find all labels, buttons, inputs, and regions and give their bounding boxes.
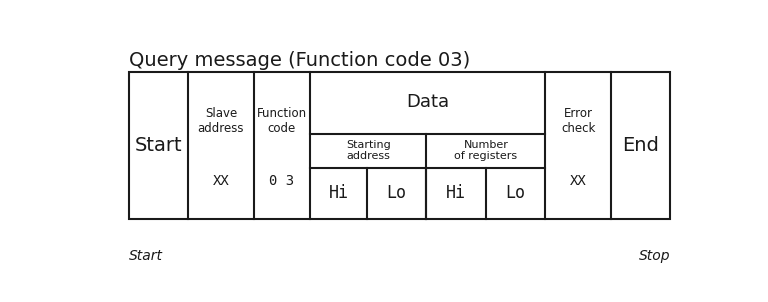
Text: Hi: Hi: [446, 184, 466, 202]
Text: Function
code: Function code: [257, 107, 307, 135]
Text: Starting
address: Starting address: [346, 140, 391, 162]
Text: Number
of registers: Number of registers: [455, 140, 518, 162]
Text: Data: Data: [406, 93, 449, 111]
Text: XX: XX: [570, 174, 587, 188]
Text: Error
check: Error check: [561, 107, 595, 135]
Text: End: End: [622, 136, 659, 155]
Bar: [129, 72, 670, 219]
Text: Slave
address: Slave address: [197, 107, 244, 135]
Text: Hi: Hi: [329, 184, 349, 202]
Text: Lo: Lo: [386, 184, 406, 202]
Text: Query message (Function code 03): Query message (Function code 03): [129, 51, 470, 70]
Text: 0 3: 0 3: [270, 174, 295, 188]
Text: Stop: Stop: [639, 249, 670, 263]
Text: Start: Start: [129, 249, 163, 263]
Text: XX: XX: [213, 174, 230, 188]
Text: Lo: Lo: [505, 184, 525, 202]
Text: Start: Start: [134, 136, 182, 155]
